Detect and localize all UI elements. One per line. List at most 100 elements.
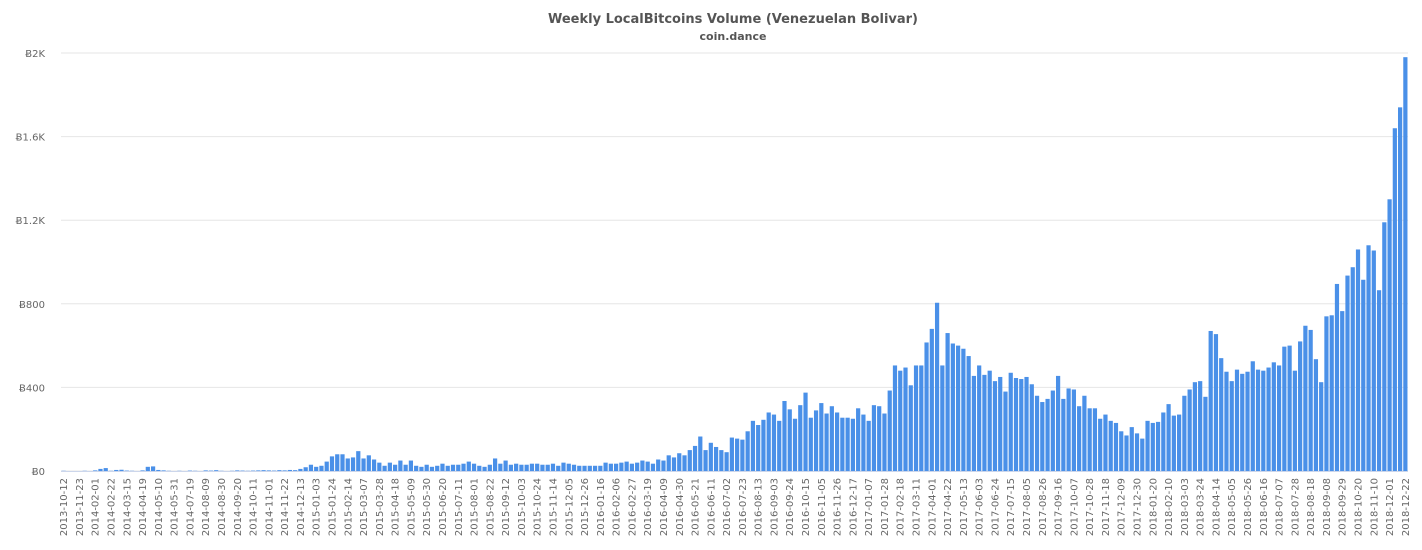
bar	[913, 365, 919, 471]
x-tick-label: 2014-07-19	[185, 478, 196, 536]
bar	[329, 456, 335, 471]
chart-title: Weekly LocalBitcoins Volume (Venezuelan …	[548, 12, 918, 27]
bar	[1203, 396, 1208, 471]
x-tick-label: 2018-06-16	[1259, 478, 1270, 536]
bar	[866, 420, 871, 471]
bar	[1329, 315, 1334, 471]
bar	[1234, 369, 1240, 471]
bar	[393, 464, 398, 471]
x-tick-label: 2018-05-26	[1243, 478, 1254, 536]
x-tick-label: 2015-12-05	[564, 478, 575, 536]
x-tick-label: 2014-04-19	[138, 478, 149, 536]
bar	[992, 381, 998, 471]
bar	[956, 345, 961, 471]
bar	[1345, 275, 1350, 471]
bar	[524, 464, 529, 471]
bar	[735, 438, 740, 471]
bar	[971, 375, 977, 471]
bar	[1124, 435, 1129, 471]
y-tick-label: Ƀ0	[32, 467, 45, 478]
bar	[387, 462, 392, 471]
bar	[1140, 438, 1145, 471]
x-tick-label: 2017-07-15	[1006, 478, 1017, 536]
y-tick-label: Ƀ400	[19, 383, 45, 394]
bar	[1071, 389, 1076, 471]
bar	[640, 460, 645, 471]
chart-subtitle: coin.dance	[700, 30, 767, 43]
bar	[298, 468, 303, 471]
bar	[1219, 358, 1224, 471]
bar	[98, 468, 103, 471]
bar	[966, 356, 971, 471]
bar	[1092, 408, 1098, 471]
bar	[1245, 371, 1250, 471]
x-tick-label: 2015-05-30	[422, 478, 433, 536]
bar	[214, 470, 219, 471]
bar	[93, 470, 98, 471]
bar	[824, 413, 829, 471]
bar	[356, 451, 361, 471]
bar	[308, 464, 314, 471]
bar	[508, 464, 513, 471]
bar	[477, 465, 482, 471]
bar	[1308, 329, 1313, 471]
bar	[1029, 384, 1034, 471]
x-tick-label: 2015-08-01	[470, 478, 481, 536]
x-tick-label: 2015-03-28	[375, 478, 386, 536]
x-tick-label: 2017-12-09	[1117, 478, 1128, 536]
bar	[282, 470, 287, 471]
bar	[1034, 395, 1040, 471]
bar	[1382, 222, 1387, 471]
bar	[1292, 370, 1297, 471]
bar	[561, 462, 566, 471]
x-tick-label: 2017-04-22	[943, 478, 954, 536]
bar	[414, 465, 419, 471]
bar	[519, 464, 524, 471]
x-tick-label: 2016-04-30	[675, 478, 686, 536]
bar	[666, 455, 671, 471]
bar	[540, 464, 545, 471]
bar	[1271, 362, 1276, 471]
bar	[745, 431, 750, 471]
bar	[293, 470, 298, 471]
bar	[987, 370, 992, 471]
bar	[1161, 412, 1166, 471]
bar	[1098, 418, 1103, 471]
bar	[1371, 250, 1376, 471]
bar	[1103, 414, 1108, 471]
x-tick-label: 2016-03-19	[643, 478, 654, 536]
bar	[435, 465, 440, 471]
bar	[1082, 395, 1087, 471]
bar	[161, 470, 166, 471]
x-tick-label: 2017-11-18	[1101, 478, 1112, 536]
bar	[1108, 420, 1113, 471]
bar	[1282, 346, 1287, 471]
bar	[440, 463, 445, 471]
x-tick-label: 2018-12-22	[1401, 478, 1412, 536]
bar	[977, 365, 982, 471]
bar	[1171, 415, 1176, 471]
bar	[1187, 389, 1192, 471]
x-tick-label: 2014-05-10	[154, 478, 165, 536]
bar	[908, 385, 913, 471]
bar	[619, 462, 624, 471]
x-tick-label: 2014-10-11	[249, 478, 260, 536]
bar	[719, 450, 724, 471]
x-tick-label: 2018-09-29	[1338, 478, 1349, 536]
bar	[235, 470, 240, 471]
bar	[692, 445, 698, 471]
bar	[829, 406, 834, 471]
bar	[571, 464, 577, 471]
x-tick-label: 2017-08-26	[1038, 478, 1049, 536]
bar	[708, 442, 713, 471]
bar	[450, 464, 456, 471]
x-tick-label: 2014-08-09	[201, 478, 212, 536]
bar	[1398, 107, 1403, 471]
x-tick-label: 2016-07-23	[738, 478, 749, 536]
bar	[1261, 370, 1266, 471]
x-tick-label: 2015-10-03	[517, 478, 528, 536]
bar	[1013, 377, 1019, 471]
x-tick-label: 2014-02-22	[106, 478, 117, 536]
bar	[729, 437, 734, 471]
bar	[1208, 330, 1213, 471]
